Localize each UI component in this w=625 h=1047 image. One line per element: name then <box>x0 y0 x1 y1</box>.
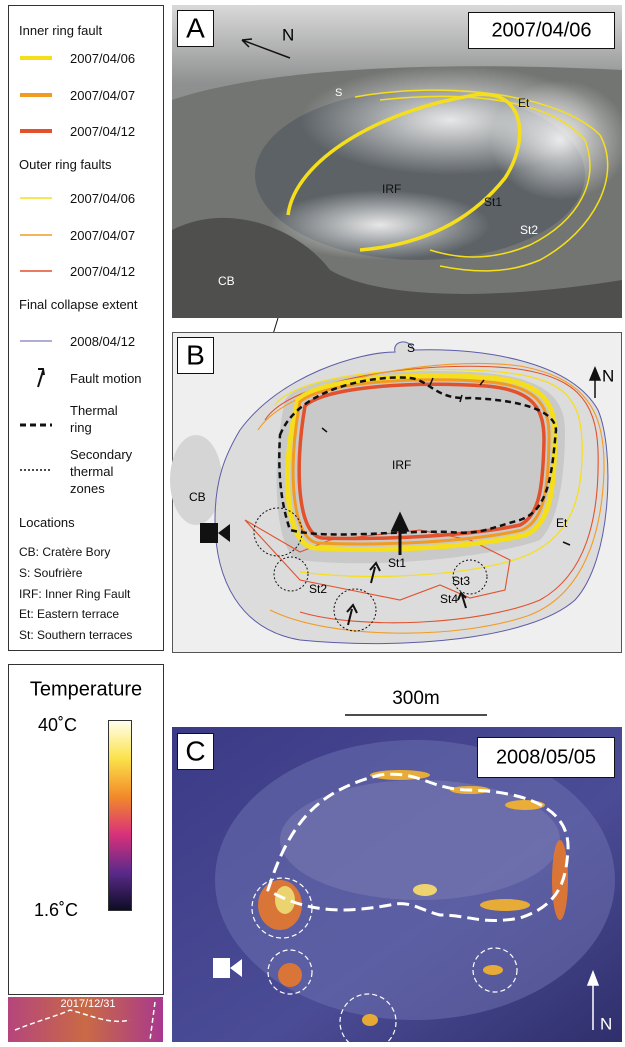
scale-bar-label: 300m <box>392 688 440 709</box>
panel-label: A <box>186 12 205 43</box>
place-label: S <box>407 341 415 355</box>
panel-label: B <box>186 339 205 370</box>
panel-c: C 2008/05/05 N <box>172 727 622 1047</box>
legend-heading: Locations <box>19 514 75 531</box>
place-label: St1 <box>484 195 502 209</box>
place-label: CB <box>218 274 235 288</box>
place-label: IRF <box>392 458 411 472</box>
place-label: St1 <box>388 556 406 570</box>
legend-heading: Final collapse extent <box>19 296 138 313</box>
legend-label: 2007/04/12 <box>70 123 135 140</box>
place-label: Et <box>518 96 530 110</box>
north-label: N <box>602 366 614 385</box>
place-label: S <box>335 87 342 99</box>
location-label: CB: Cratère Bory <box>19 544 110 561</box>
date-label: 2007/04/06 <box>491 19 591 41</box>
page: A 2007/04/06 N S Et IRF St1 St2 CB <box>0 0 625 1047</box>
crater-bory <box>170 435 222 525</box>
legend-label: Thermal ring <box>70 402 130 436</box>
legend-label: 2007/04/07 <box>70 87 135 104</box>
location-label: Et: Eastern terrace <box>19 606 119 623</box>
place-label: CB <box>189 490 206 504</box>
legend-heading: Inner ring fault <box>19 22 102 39</box>
panel-label: C <box>185 735 205 766</box>
location-label: S: Soufrière <box>19 565 82 582</box>
place-label: St2 <box>309 582 327 596</box>
panel-a: A 2007/04/06 N S Et IRF St1 St2 CB <box>172 5 625 318</box>
legend-label: 2007/04/12 <box>70 263 135 280</box>
location-label: IRF: Inner Ring Fault <box>19 586 130 603</box>
place-label: IRF <box>382 182 401 196</box>
north-label: N <box>600 1014 612 1033</box>
place-label: St2 <box>520 223 538 237</box>
legend-heading: Outer ring faults <box>19 156 112 173</box>
legend-label: Fault motion <box>70 370 160 387</box>
colorbar-max: 40˚C <box>38 715 77 735</box>
colorbar <box>109 721 132 911</box>
legend-label: 2007/04/06 <box>70 190 135 207</box>
crater-floor <box>280 780 560 900</box>
temperature-box <box>9 665 164 995</box>
place-label: St4 <box>440 592 458 606</box>
temperature-title: Temperature <box>30 678 142 700</box>
colorbar-min: 1.6˚C <box>34 900 78 920</box>
place-label: Et <box>556 516 568 530</box>
inset-date: 2017/12/31 <box>60 998 115 1010</box>
panel-b: B N S IRF Et CB St1 St2 St3 St4 <box>170 333 622 653</box>
location-label: St: Southern terraces <box>19 627 132 644</box>
steam <box>490 80 625 200</box>
legend-label: 2008/04/12 <box>70 333 135 350</box>
north-label: N <box>282 25 294 44</box>
legend-label: Secondary thermal zones <box>70 446 140 497</box>
legend-label: 2007/04/06 <box>70 50 135 67</box>
legend-label: 2007/04/07 <box>70 227 135 244</box>
date-label: 2008/05/05 <box>496 746 596 768</box>
place-label: St3 <box>452 574 470 588</box>
